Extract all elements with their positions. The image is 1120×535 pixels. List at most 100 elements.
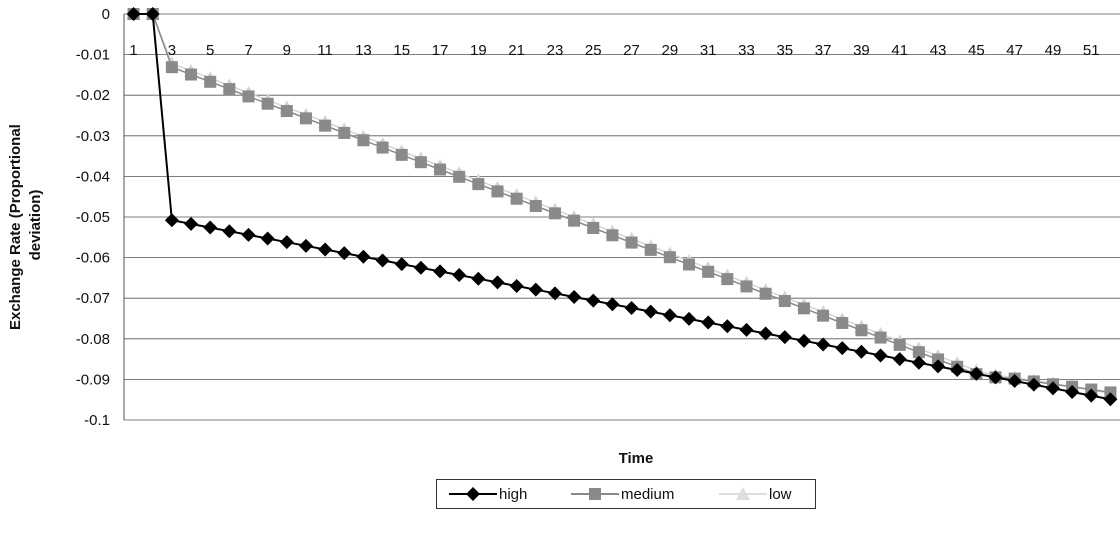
- data-point-high: [318, 242, 333, 257]
- grid-lines: [123, 13, 1120, 421]
- triangle-marker-icon: [736, 487, 750, 500]
- data-point-medium: [797, 302, 810, 315]
- y-tick-label: -0.07: [76, 290, 110, 307]
- data-point-high: [1045, 381, 1060, 396]
- data-point-high: [164, 213, 179, 228]
- data-point-high: [356, 249, 371, 264]
- data-point-medium: [204, 75, 217, 88]
- data-point-medium: [242, 90, 255, 103]
- data-point-medium: [855, 324, 868, 337]
- data-point-high: [950, 363, 965, 378]
- y-tick-label: -0.02: [76, 87, 110, 104]
- data-point-high: [298, 238, 313, 253]
- x-tick-label: 29: [662, 42, 679, 59]
- data-point-medium: [357, 134, 370, 147]
- legend-item-low: low: [717, 480, 792, 508]
- data-point-high: [624, 300, 639, 315]
- data-point-high: [337, 246, 352, 261]
- y-tick-label: -0.08: [76, 331, 110, 348]
- y-tick-label: -0.06: [76, 250, 110, 267]
- legend-item-high: high: [447, 480, 527, 508]
- data-point-medium: [721, 273, 734, 286]
- legend-label-high: high: [499, 485, 528, 503]
- data-point-medium: [644, 243, 657, 256]
- data-point-high: [222, 224, 237, 239]
- data-point-high: [1007, 374, 1022, 389]
- x-tick-label: 39: [853, 42, 870, 59]
- series-line-high: [133, 13, 1111, 401]
- data-point-medium: [376, 141, 389, 154]
- y-tick-label: 0: [102, 6, 110, 23]
- x-tick-label: 7: [244, 42, 252, 59]
- x-axis-title: Time: [619, 450, 654, 467]
- data-point-high: [509, 279, 524, 294]
- data-point-medium: [702, 265, 715, 278]
- legend-label-low: low: [769, 485, 792, 503]
- data-point-medium: [683, 258, 696, 271]
- data-point-high: [1084, 388, 1099, 403]
- data-point-high: [816, 337, 831, 352]
- x-tick-label: 3: [168, 42, 176, 59]
- legend-swatch-medium: [571, 488, 619, 500]
- data-point-medium: [874, 331, 887, 344]
- data-point-medium: [817, 309, 830, 322]
- y-tick-label: -0.09: [76, 371, 110, 388]
- y-axis-title: Exchange Rate (Proportional deviation): [7, 120, 44, 330]
- data-point-high: [931, 359, 946, 374]
- x-tick-label: 5: [206, 42, 214, 59]
- series-high: [126, 7, 1118, 407]
- data-point-high: [279, 235, 294, 250]
- data-point-high: [1026, 377, 1041, 392]
- data-point-high: [988, 370, 1003, 385]
- data-point-medium: [568, 214, 581, 227]
- x-tick-label: 37: [815, 42, 832, 59]
- data-point-medium: [606, 229, 619, 242]
- x-tick-label: 49: [1045, 42, 1062, 59]
- x-tick-label: 41: [891, 42, 908, 59]
- x-tick-label: 47: [1006, 42, 1023, 59]
- data-point-high: [184, 216, 199, 231]
- data-point-high: [662, 308, 677, 323]
- legend-swatch-high: [449, 487, 497, 501]
- y-tick-label: -0.1: [84, 412, 110, 429]
- x-tick-label: 17: [432, 42, 449, 59]
- data-point-high: [203, 220, 218, 235]
- x-tick-label: 21: [508, 42, 525, 59]
- data-point-medium: [893, 338, 906, 351]
- data-point-high: [796, 333, 811, 348]
- square-marker-icon: [589, 488, 601, 500]
- data-point-high: [567, 289, 582, 304]
- data-point-high: [777, 330, 792, 345]
- data-point-high: [720, 319, 735, 334]
- data-point-high: [643, 304, 658, 319]
- x-tick-label: 23: [547, 42, 564, 59]
- data-point-medium: [165, 61, 178, 74]
- data-point-high: [758, 326, 773, 341]
- x-tick-label: 9: [283, 42, 291, 59]
- data-point-high: [701, 315, 716, 330]
- data-point-medium: [548, 207, 561, 220]
- legend-swatch-low: [719, 487, 767, 500]
- data-point-medium: [778, 295, 791, 308]
- x-tick-label: 27: [623, 42, 640, 59]
- series-line-low: [133, 13, 1111, 394]
- data-point-high: [375, 253, 390, 268]
- y-axis-title-line-2: deviation): [27, 190, 44, 261]
- data-point-high: [260, 231, 275, 246]
- data-point-medium: [395, 148, 408, 161]
- data-point-medium: [185, 68, 198, 81]
- data-point-medium: [472, 178, 485, 191]
- data-point-medium: [759, 287, 772, 300]
- data-point-medium: [299, 112, 312, 125]
- data-point-high: [1065, 384, 1080, 399]
- data-point-medium: [453, 170, 466, 183]
- y-tick-label: -0.04: [76, 168, 110, 185]
- data-point-medium: [491, 185, 504, 198]
- data-point-medium: [261, 97, 274, 110]
- data-point-high: [490, 275, 505, 290]
- data-point-medium: [625, 236, 638, 249]
- data-point-high: [547, 286, 562, 301]
- data-point-medium: [836, 316, 849, 329]
- data-point-medium: [319, 119, 332, 132]
